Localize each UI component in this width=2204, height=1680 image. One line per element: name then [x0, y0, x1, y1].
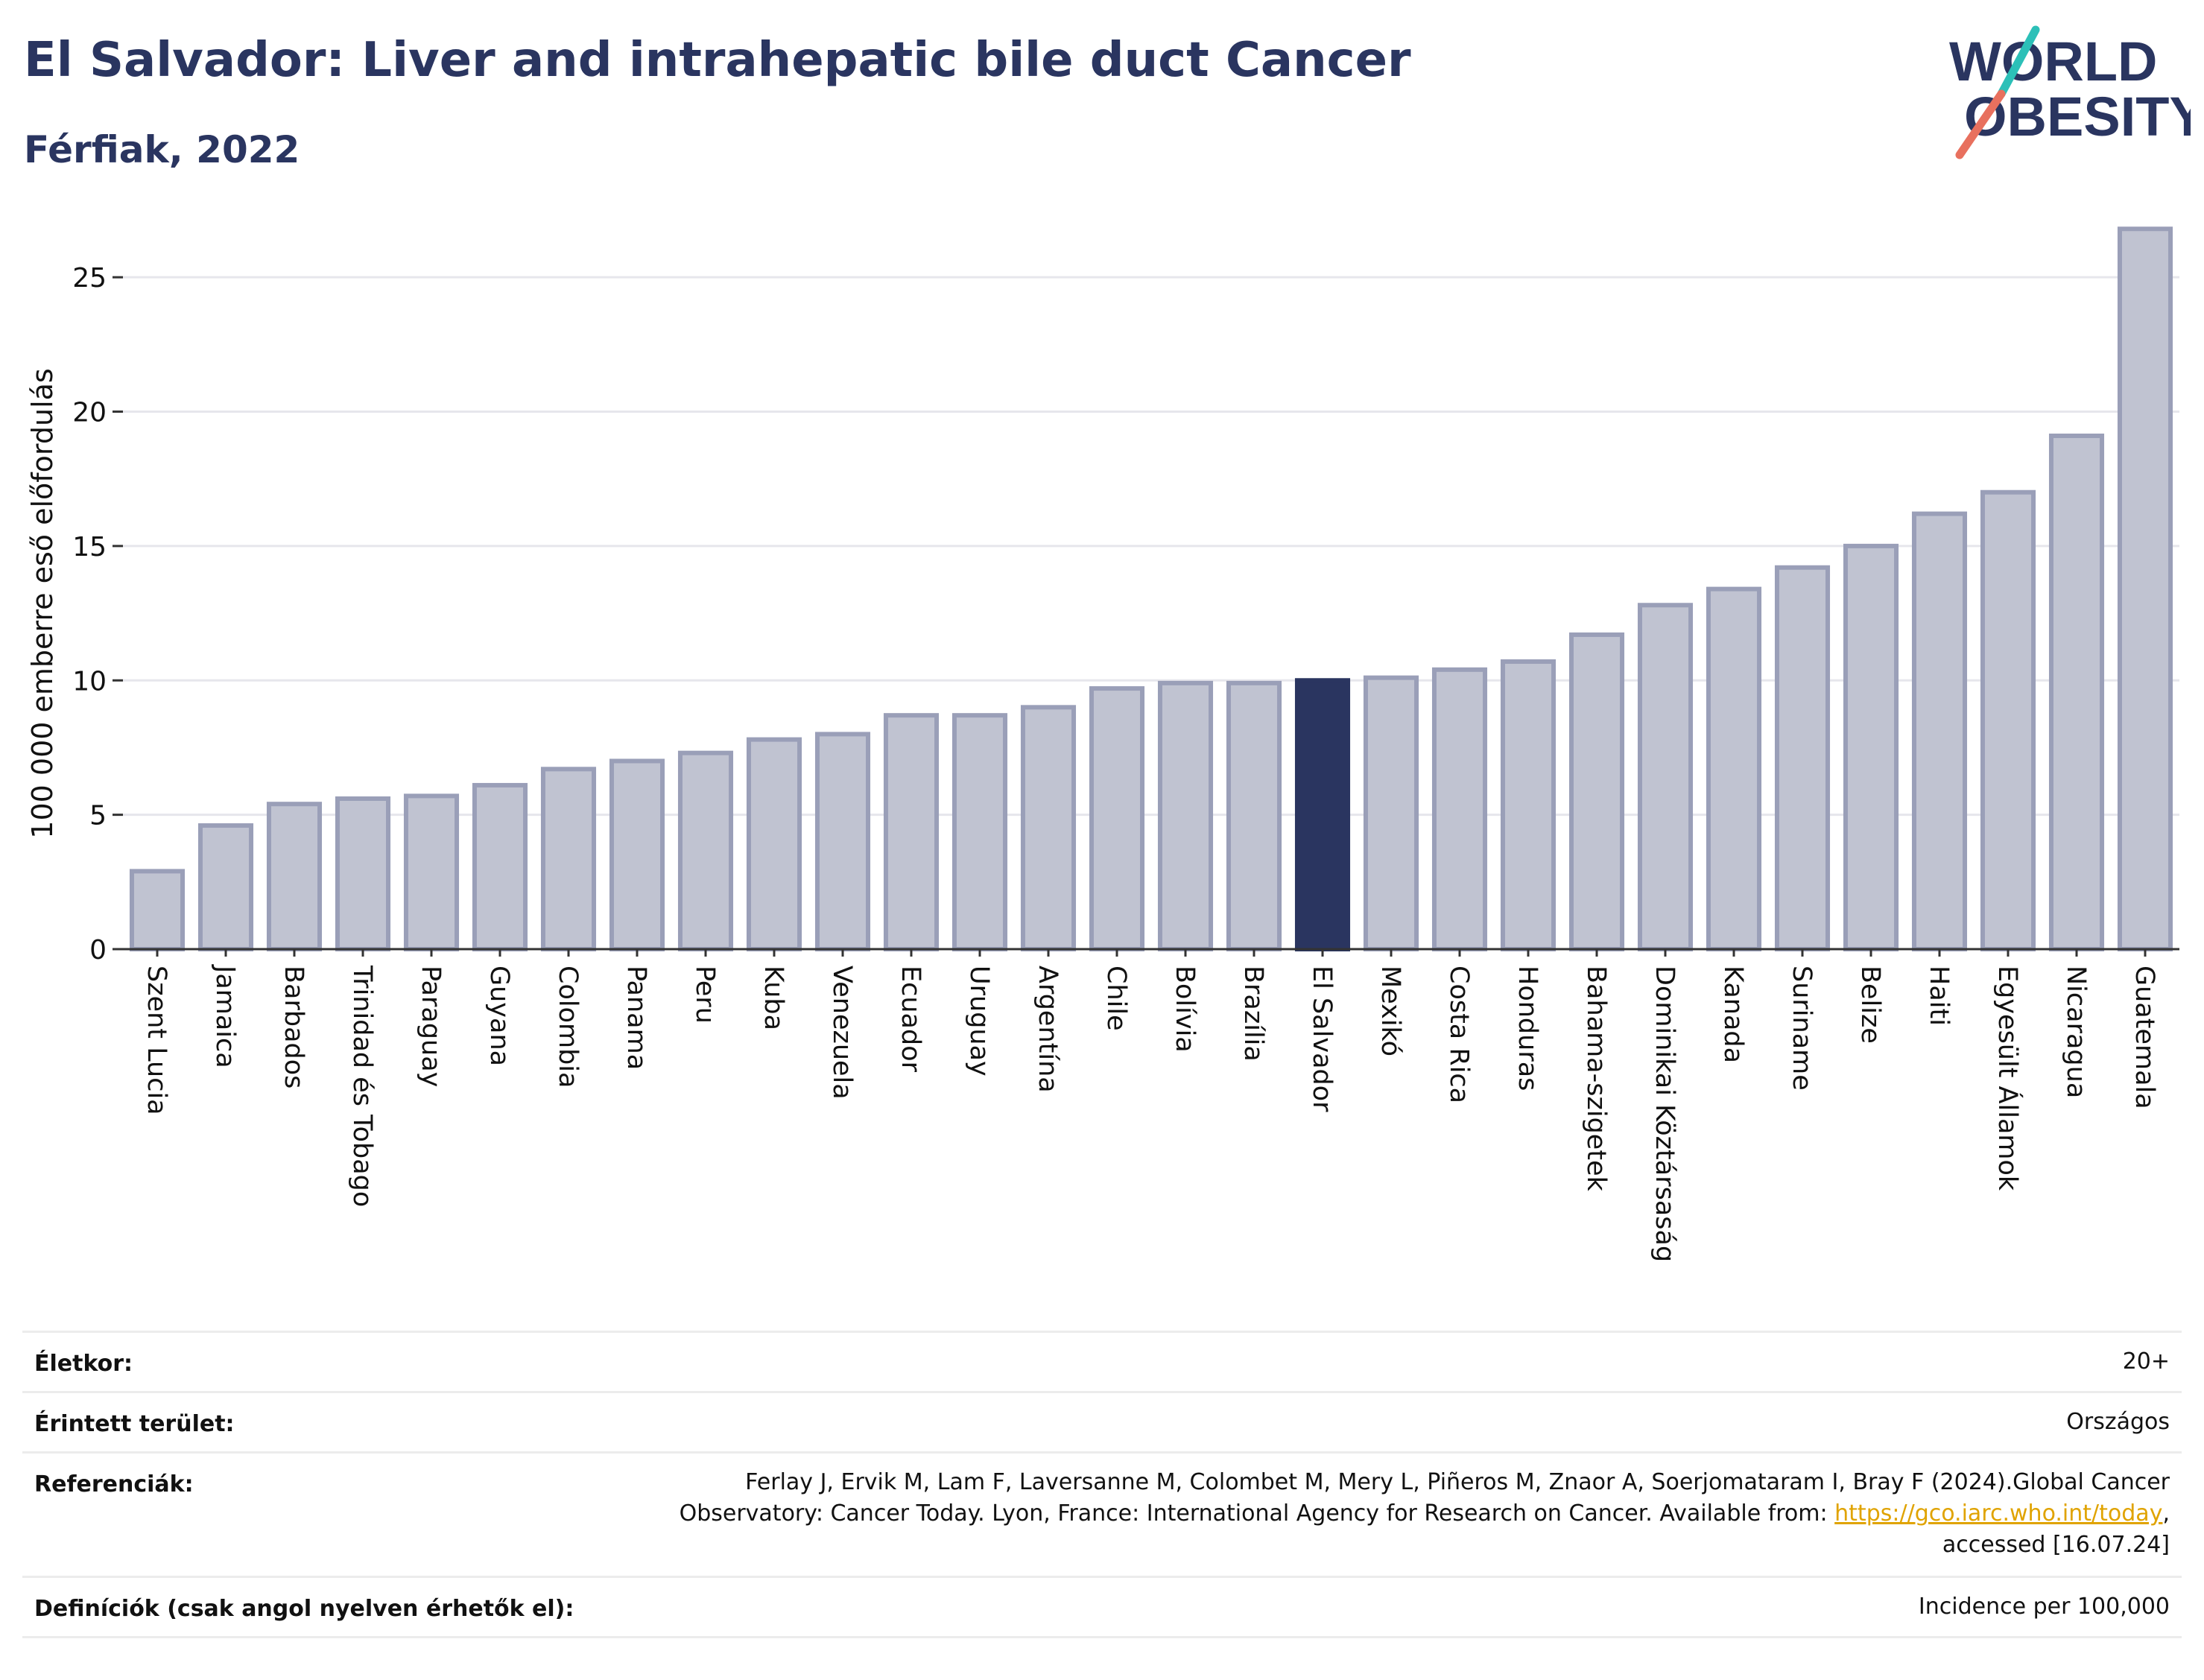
x-tick-label: El Salvador: [1307, 966, 1337, 1112]
y-tick-label: 0: [89, 935, 107, 966]
bar: [1363, 675, 1419, 951]
bar: [1020, 705, 1077, 951]
x-tick-label: Trinidad és Tobago: [347, 965, 377, 1207]
meta-row-definitions: Definíciók (csak angol nyelven érhetők e…: [22, 1578, 2182, 1638]
reference-line-2: Observatory: Cancer Today. Lyon, France:…: [456, 1498, 2170, 1530]
bar: [472, 782, 528, 951]
meta-label-definitions: Definíciók (csak angol nyelven érhetők e…: [34, 1596, 574, 1622]
x-tick-label: Dominikai Köztársaság: [1650, 966, 1679, 1262]
x-tick-label: Argentína: [1033, 966, 1063, 1093]
x-tick-label: Costa Rica: [1444, 966, 1474, 1103]
bar-chart: 0 5 10 15 20 25 Szent Lucia Jamaica Barbados Trin…: [26, 226, 2179, 1262]
bar: [1431, 667, 1488, 952]
meta-row-references: Referenciák: Ferlay J, Ervik M, Lam F, L…: [22, 1454, 2182, 1578]
reference-line-2-text: Observatory: Cancer Today. Lyon, France:…: [679, 1500, 1835, 1527]
logo-slash-teal: [1997, 25, 2040, 98]
x-tick-label: Egyesült Államok: [1992, 966, 2024, 1191]
x-tick-label: Colombia: [553, 966, 583, 1088]
chart-subtitle: Férfiak, 2022: [24, 128, 300, 171]
y-tick-label: 15: [72, 532, 107, 562]
bar: [609, 758, 665, 952]
y-tick-label: 5: [89, 801, 107, 831]
bar: [2117, 226, 2173, 951]
meta-value-definitions: Incidence per 100,000: [1918, 1594, 2170, 1620]
meta-row-area: Érintett terület: Országos: [22, 1393, 2182, 1454]
x-tick-label: Guyana: [484, 966, 514, 1066]
meta-label-area: Érintett terület:: [34, 1411, 235, 1437]
bar: [540, 767, 597, 951]
x-tick-label: Belize: [1855, 966, 1885, 1044]
meta-row-age: Életkor: 20+: [22, 1333, 2182, 1393]
bar: [197, 823, 254, 951]
bar: [1294, 678, 1351, 952]
meta-value-age: 20+: [2122, 1348, 2170, 1375]
x-tick-label: Chile: [1101, 966, 1131, 1031]
bar: [266, 802, 323, 951]
x-tick-label: Honduras: [1513, 966, 1542, 1091]
x-tick-label: Panama: [621, 966, 651, 1070]
y-tick-label: 20: [72, 398, 107, 428]
x-tick-label: Szent Lucia: [142, 966, 171, 1115]
grid-layer: [123, 276, 2179, 817]
y-tick-label: 25: [72, 263, 107, 294]
bar: [129, 869, 186, 951]
x-tick-label: Kanada: [1718, 966, 1748, 1063]
bar: [1706, 586, 1762, 951]
y-axis-label: 100 000 emberre eső előfordulás: [26, 368, 59, 838]
x-tick-label: Haiti: [1924, 966, 1954, 1026]
x-tick-label: Jamaica: [210, 964, 240, 1068]
meta-label-references: Referenciák:: [34, 1471, 194, 1497]
x-tick-label: Suriname: [1787, 966, 1817, 1091]
bar: [1980, 489, 2036, 951]
reference-line-2-end: ,: [2162, 1500, 2170, 1527]
meta-label-age: Életkor:: [34, 1351, 133, 1377]
x-tick-label: Mexikó: [1375, 966, 1405, 1056]
bar: [1157, 680, 1214, 951]
logo-text-world: WORLD: [1949, 31, 2158, 92]
reference-line-3: accessed [16.07.24]: [1942, 1532, 2170, 1558]
x-tick-label: Peru: [690, 966, 720, 1024]
bar: [335, 796, 391, 952]
bar: [1774, 565, 1831, 951]
bar: [951, 713, 1008, 952]
bar: [1911, 511, 1968, 951]
bar: [883, 713, 940, 952]
x-tick-label: Guatemala: [2129, 966, 2159, 1109]
bar: [2048, 433, 2105, 951]
meta-value-area: Országos: [2066, 1409, 2170, 1435]
x-tick-label: Bolívia: [1170, 966, 1200, 1053]
bar: [1500, 659, 1557, 951]
bar: [746, 737, 802, 951]
x-tick-label: Uruguay: [964, 966, 994, 1077]
world-obesity-logo: WORLD OBESITY: [1949, 25, 2191, 159]
bar: [1089, 686, 1145, 951]
meta-value-references: Ferlay J, Ervik M, Lam F, Laversanne M, …: [456, 1467, 2170, 1561]
bar: [1568, 632, 1625, 952]
x-tick-label: Nicaragua: [2061, 966, 2091, 1098]
bar: [1637, 603, 1694, 951]
y-tick-label: 10: [72, 666, 107, 697]
x-tick-label: Bahama-szigetek: [1581, 966, 1611, 1192]
logo-slash-coral: [1955, 89, 2006, 159]
x-tick-label: Brazília: [1238, 966, 1268, 1062]
chart-title: El Salvador: Liver and intrahepatic bile…: [24, 33, 1411, 88]
bar: [1226, 680, 1282, 951]
reference-link[interactable]: https://gco.iarc.who.int/today: [1834, 1500, 2163, 1527]
bar: [677, 750, 734, 951]
bar: [1843, 543, 1899, 951]
bar: [814, 732, 871, 951]
x-tick-label: Venezuela: [827, 966, 857, 1100]
x-tick-label: Barbados: [279, 966, 308, 1088]
metadata-table: Életkor: 20+ Érintett terület: Országos …: [22, 1331, 2182, 1646]
x-tick-label: Paraguay: [416, 966, 446, 1087]
x-tick-label: Ecuador: [896, 966, 925, 1073]
reference-line-1: Ferlay J, Ervik M, Lam F, Laversanne M, …: [745, 1469, 2170, 1495]
x-tick-label: Kuba: [759, 966, 788, 1030]
bars-layer: [129, 226, 2173, 952]
axis-layer: 0 5 10 15 20 25 Szent Lucia Jamaica Barbados Trin…: [72, 263, 2179, 1262]
bar: [403, 793, 460, 952]
